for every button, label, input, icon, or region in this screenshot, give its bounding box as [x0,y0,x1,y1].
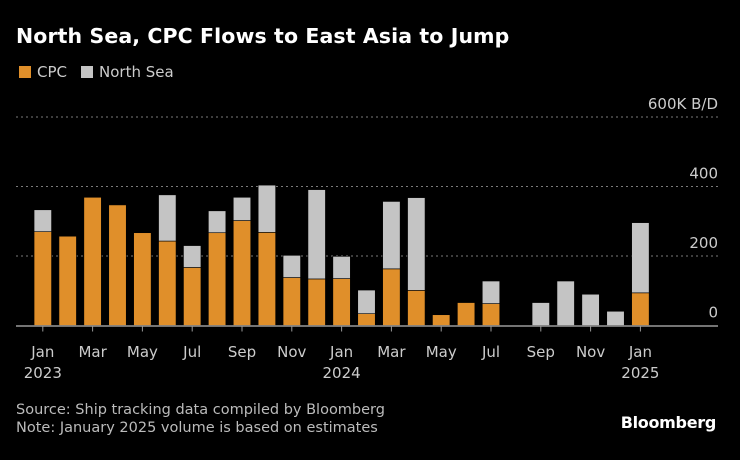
gridlines [16,116,718,257]
bar-cpc-8 [232,220,252,326]
bar-cpc-17 [457,302,476,326]
bar-north-sea-10 [282,255,301,278]
bar-north-sea-0 [33,209,52,232]
y-tick-label-0: 0 [708,304,718,322]
legend-item-north-sea: North Sea [81,63,174,81]
bar-north-sea-22 [581,293,600,326]
bar-cpc-1 [58,235,77,326]
bar-north-sea-20 [531,302,550,326]
bar-north-sea-7 [208,210,227,234]
bar-cpc-14 [382,268,401,326]
bar-cpc-16 [432,314,451,326]
bar-cpc-9 [257,232,276,326]
bar-north-sea-12 [332,256,351,279]
legend-swatch-cpc [19,66,31,78]
y-tick-label-400: 400 [689,165,718,183]
source-note: Source: Ship tracking data compiled by B… [16,402,385,418]
y-axis: 0 200 400 600K B/D [648,95,718,322]
x-tick-year-0: 2023 [24,364,62,382]
x-tick-label-4: May [127,343,158,361]
x-tick-label-8: Sep [228,343,256,361]
x-tick-label-16: May [426,343,457,361]
estimate-note: Note: January 2025 volume is based on es… [16,420,378,436]
bar-cpc-18 [481,303,501,326]
bar-north-sea-6 [183,245,202,268]
x-tick-label-6: Jul [182,343,201,361]
x-tick-label-14: Mar [377,343,406,361]
bar-cpc-11 [307,278,326,326]
legend-item-cpc: CPC [19,63,67,81]
bar-north-sea-24 [631,222,650,294]
bar-north-sea-18 [481,280,501,304]
legend-label-north-sea: North Sea [99,63,174,81]
x-tick-label-22: Nov [576,343,605,361]
bar-cpc-3 [108,204,127,326]
bar-north-sea-15 [407,197,426,291]
bar-north-sea-9 [257,184,276,233]
bar-cpc-15 [407,290,426,326]
bar-north-sea-5 [158,194,177,242]
bar-cpc-7 [208,232,227,326]
x-tick-label-12: Jan [329,343,353,361]
bar-cpc-2 [83,196,102,326]
bar-cpc-0 [33,231,52,326]
bar-north-sea-14 [382,201,401,270]
x-tick-label-18: Jul [481,343,500,361]
legend-swatch-north-sea [81,66,93,78]
bar-cpc-13 [357,313,376,326]
bar-north-sea-8 [232,196,252,221]
bar-north-sea-13 [357,289,376,314]
bar-cpc-12 [332,278,351,326]
y-tick-label-200: 200 [689,234,718,252]
x-tick-label-0: Jan [30,343,54,361]
x-tick-label-2: Mar [78,343,107,361]
x-tick-label-20: Sep [527,343,555,361]
x-axis: Jan 2023 Mar May Jul Sep Nov Jan 2024 Mar May Jul Se… [16,325,718,382]
footer: Source: Ship tracking data compiled by B… [16,401,385,437]
chart-title: North Sea, CPC Flows to East Asia to Jum… [16,24,510,48]
y-tick-label-600: 600K B/D [648,95,718,113]
x-tick-year-12: 2024 [323,364,361,382]
x-tick-label-24: Jan [628,343,652,361]
bar-cpc-10 [282,277,301,326]
bar-north-sea-21 [556,280,575,326]
bar-cpc-24 [631,292,650,326]
bar-cpc-4 [133,232,152,326]
bars [33,184,650,326]
legend-label-cpc: CPC [37,63,67,81]
x-tick-year-24: 2025 [621,364,659,382]
legend: CPC North Sea [19,63,188,81]
bar-north-sea-11 [307,189,326,280]
bar-north-sea-23 [606,310,625,326]
bar-cpc-5 [158,240,177,326]
bloomberg-logo: Bloomberg [620,413,717,432]
x-tick-label-10: Nov [277,343,306,361]
bar-cpc-6 [183,267,202,326]
